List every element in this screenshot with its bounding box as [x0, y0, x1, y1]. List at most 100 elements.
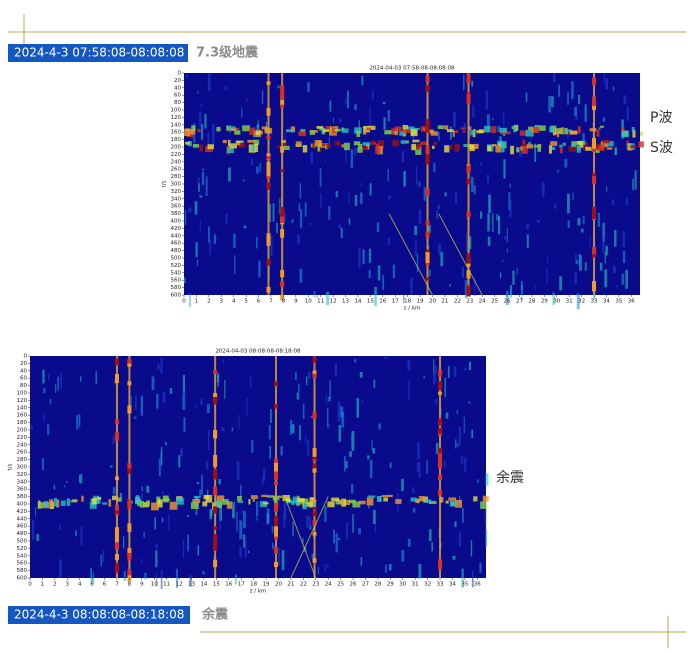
- x-tick-label: 5: [244, 299, 248, 305]
- texture: [296, 392, 300, 400]
- band: [554, 127, 557, 135]
- texture: [461, 568, 464, 588]
- band: [169, 501, 178, 510]
- band: [228, 126, 236, 131]
- texture: [236, 461, 240, 481]
- band: [309, 130, 316, 135]
- trace: [280, 97, 285, 106]
- texture: [614, 229, 617, 247]
- texture: [470, 540, 473, 557]
- trace: [127, 523, 132, 532]
- texture: [201, 474, 203, 495]
- texture: [438, 244, 442, 255]
- texture: [487, 236, 491, 246]
- texture: [452, 556, 456, 560]
- y-tick-label: 40: [174, 85, 181, 91]
- texture: [468, 401, 471, 404]
- texture: [302, 537, 304, 544]
- trace: [213, 526, 218, 530]
- trace: [213, 458, 218, 468]
- band: [381, 495, 388, 498]
- band: [638, 141, 644, 148]
- texture: [458, 426, 461, 446]
- texture: [414, 225, 418, 236]
- band: [550, 141, 558, 146]
- band: [501, 144, 505, 153]
- trace: [280, 146, 285, 153]
- texture: [48, 373, 50, 381]
- band: [195, 497, 199, 501]
- x-tick-label: 9: [140, 582, 144, 588]
- texture: [304, 202, 307, 217]
- texture: [407, 360, 411, 371]
- texture: [197, 91, 199, 94]
- texture: [359, 371, 363, 378]
- y-tick-label: 40: [20, 368, 27, 374]
- texture: [418, 181, 421, 187]
- trace: [438, 391, 443, 395]
- texture: [228, 167, 231, 182]
- texture: [622, 250, 626, 264]
- band: [626, 140, 629, 145]
- trace: [127, 405, 132, 414]
- band: [384, 130, 392, 135]
- texture: [143, 531, 145, 538]
- band: [135, 496, 141, 505]
- texture: [243, 225, 247, 229]
- trace: [280, 104, 285, 109]
- trace: [114, 542, 119, 550]
- y-tick-label: 580: [17, 568, 28, 574]
- band: [510, 145, 515, 155]
- trace: [266, 258, 271, 266]
- x-tick-label: 30: [399, 582, 406, 588]
- trace: [274, 381, 279, 387]
- x-tick-label: 7: [269, 299, 273, 305]
- texture: [195, 403, 197, 408]
- band: [343, 142, 350, 151]
- texture: [449, 284, 451, 287]
- texture: [325, 393, 327, 405]
- texture: [317, 566, 320, 575]
- band: [569, 130, 577, 135]
- texture: [471, 429, 474, 439]
- texture: [200, 103, 203, 108]
- texture: [479, 162, 483, 166]
- texture: [455, 439, 457, 449]
- texture: [443, 461, 446, 468]
- band: [394, 128, 399, 136]
- texture: [372, 447, 376, 454]
- texture: [604, 252, 606, 264]
- band: [383, 497, 388, 502]
- band: [190, 502, 199, 509]
- texture: [428, 225, 431, 233]
- band: [449, 144, 453, 150]
- texture: [373, 379, 376, 388]
- trace: [274, 504, 279, 510]
- texture: [74, 530, 77, 537]
- texture: [503, 111, 505, 126]
- y-tick-label: 180: [171, 137, 182, 143]
- band: [480, 501, 487, 509]
- texture: [206, 489, 209, 501]
- trace: [213, 559, 218, 568]
- texture: [327, 407, 329, 428]
- y-tick-label: 280: [171, 174, 182, 180]
- texture: [241, 107, 243, 118]
- texture: [305, 376, 308, 386]
- trace: [425, 188, 430, 196]
- texture: [550, 96, 554, 108]
- texture: [477, 479, 479, 484]
- x-tick-label: 32: [578, 299, 585, 305]
- trace: [438, 558, 443, 570]
- trace: [466, 211, 471, 218]
- x-tick-label: 20: [429, 299, 436, 305]
- texture: [346, 522, 349, 539]
- band: [335, 499, 341, 505]
- texture: [632, 178, 634, 191]
- texture: [354, 358, 357, 363]
- band: [211, 502, 215, 510]
- texture: [243, 534, 246, 548]
- band: [316, 126, 323, 129]
- texture: [444, 192, 447, 197]
- texture: [558, 84, 561, 97]
